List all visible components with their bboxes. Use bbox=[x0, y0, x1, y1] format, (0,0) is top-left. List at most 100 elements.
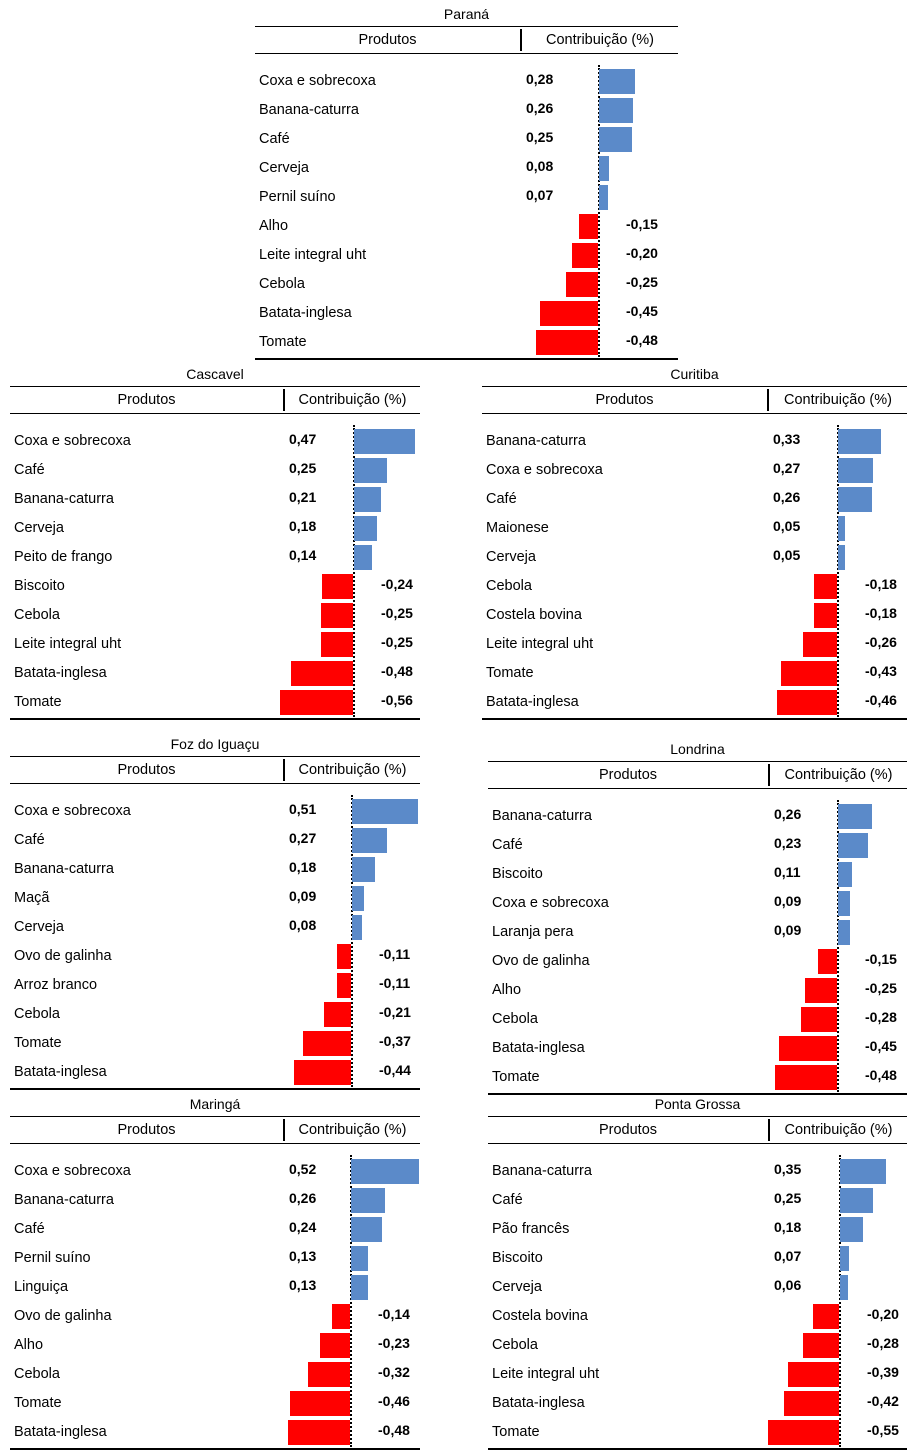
contribution-bar bbox=[813, 1304, 839, 1329]
table-header: Produtos Contribuição (%) bbox=[10, 1116, 420, 1144]
contribution-value: -0,21 bbox=[379, 1004, 411, 1020]
product-name: Cerveja bbox=[259, 160, 309, 176]
contribution-value: 0,23 bbox=[774, 835, 802, 851]
contribution-bar bbox=[599, 127, 632, 152]
contribution-value: -0,46 bbox=[865, 692, 897, 708]
product-name: Maçã bbox=[14, 890, 50, 906]
product-name: Leite integral uht bbox=[259, 247, 367, 263]
product-name: Batata-inglesa bbox=[492, 1395, 585, 1411]
table-row: Pão francês 0,18 bbox=[488, 1215, 907, 1244]
contribution-bar bbox=[802, 1333, 839, 1358]
contribution-bar bbox=[838, 862, 853, 887]
product-name: Batata-inglesa bbox=[14, 1424, 107, 1440]
table-row: Pernil suíno 0,13 bbox=[10, 1244, 420, 1273]
table-row: Café 0,25 bbox=[488, 1186, 907, 1215]
contribution-value: -0,48 bbox=[626, 332, 658, 348]
product-name: Banana-caturra bbox=[259, 102, 359, 118]
contribution-value: 0,27 bbox=[289, 830, 317, 846]
product-name: Café bbox=[492, 837, 523, 853]
contribution-value: -0,56 bbox=[381, 692, 413, 708]
product-name: Tomate bbox=[259, 334, 307, 350]
table-row: Banana-caturra 0,21 bbox=[10, 485, 420, 514]
table-row: Linguiça 0,13 bbox=[10, 1273, 420, 1302]
table-header: Produtos Contribuição (%) bbox=[488, 1116, 907, 1144]
contribution-value: -0,44 bbox=[379, 1062, 411, 1078]
product-name: Arroz branco bbox=[14, 977, 98, 993]
contribution-bar bbox=[308, 1362, 350, 1387]
contribution-bar bbox=[804, 978, 837, 1003]
product-name: Batata-inglesa bbox=[14, 1064, 107, 1080]
contribution-value: 0,13 bbox=[289, 1277, 317, 1293]
contribution-value: 0,26 bbox=[773, 489, 801, 505]
contribution-value: 0,18 bbox=[289, 859, 317, 875]
header-products: Produtos bbox=[595, 392, 654, 408]
product-name: Coxa e sobrecoxa bbox=[492, 895, 609, 911]
zero-axis-line bbox=[837, 425, 839, 717]
header-contribution: Contribuição (%) bbox=[784, 1122, 893, 1138]
header-contribution: Contribuição (%) bbox=[784, 392, 892, 408]
header-products: Produtos bbox=[117, 392, 176, 408]
contribution-bar bbox=[838, 458, 874, 483]
header-contribution: Contribuição (%) bbox=[298, 392, 407, 408]
table-bottom-border bbox=[488, 1093, 907, 1095]
contribution-value: 0,05 bbox=[773, 547, 801, 563]
panel-title: Curitiba bbox=[670, 366, 719, 382]
contribution-value: -0,42 bbox=[867, 1393, 899, 1409]
product-name: Cebola bbox=[492, 1337, 538, 1353]
contribution-value: -0,28 bbox=[865, 1009, 897, 1025]
panel-title: Londrina bbox=[670, 741, 725, 757]
table-row: Alho -0,15 bbox=[255, 212, 678, 241]
header-products: Produtos bbox=[117, 762, 176, 778]
panel-title: Paraná bbox=[443, 6, 490, 22]
table-row: Batata-inglesa -0,48 bbox=[10, 659, 420, 688]
table-row: Banana-caturra 0,33 bbox=[482, 427, 907, 456]
contribution-value: -0,25 bbox=[381, 605, 413, 621]
contribution-value: -0,55 bbox=[867, 1422, 899, 1438]
product-name: Banana-caturra bbox=[492, 1163, 592, 1179]
contribution-value: 0,07 bbox=[526, 187, 554, 203]
contribution-bar bbox=[599, 185, 609, 210]
header-divider bbox=[283, 759, 285, 781]
contribution-bar bbox=[352, 886, 364, 911]
contribution-value: 0,33 bbox=[773, 431, 801, 447]
contribution-bar bbox=[838, 804, 872, 829]
contribution-value: 0,25 bbox=[774, 1190, 802, 1206]
table-panel-cascavel: Cascavel Produtos Contribuição (%) Coxa e s… bbox=[10, 365, 420, 721]
contribution-bar bbox=[840, 1246, 850, 1271]
contribution-value: -0,15 bbox=[626, 216, 658, 232]
table-row: Batata-inglesa -0,46 bbox=[482, 688, 907, 717]
contribution-bar bbox=[354, 429, 416, 454]
product-name: Pão francês bbox=[492, 1221, 570, 1237]
contribution-value: 0,18 bbox=[774, 1219, 802, 1235]
contribution-value: -0,14 bbox=[378, 1306, 410, 1322]
table-row: Café 0,25 bbox=[10, 456, 420, 485]
zero-axis-line bbox=[351, 795, 353, 1087]
contribution-value: 0,13 bbox=[289, 1248, 317, 1264]
table-row: Cebola -0,28 bbox=[488, 1005, 907, 1034]
table-row: Leite integral uht -0,20 bbox=[255, 241, 678, 270]
table-row: Batata-inglesa -0,48 bbox=[10, 1418, 420, 1447]
product-name: Cebola bbox=[14, 1366, 60, 1382]
contribution-bar bbox=[784, 1391, 839, 1416]
product-name: Cebola bbox=[14, 607, 60, 623]
product-name: Tomate bbox=[492, 1424, 540, 1440]
header-products: Produtos bbox=[598, 1122, 658, 1138]
header-contribution: Contribuição (%) bbox=[298, 1122, 407, 1138]
table-bottom-border bbox=[10, 1448, 420, 1450]
table-row: Café 0,25 bbox=[255, 125, 678, 154]
contribution-bar bbox=[838, 920, 850, 945]
contribution-value: -0,37 bbox=[379, 1033, 411, 1049]
table-row: Ovo de galinha -0,15 bbox=[488, 947, 907, 976]
contribution-value: 0,05 bbox=[773, 518, 801, 534]
contribution-value: 0,18 bbox=[289, 518, 317, 534]
product-name: Coxa e sobrecoxa bbox=[14, 1163, 131, 1179]
product-name: Linguiça bbox=[14, 1279, 69, 1295]
table-row: Café 0,26 bbox=[482, 485, 907, 514]
contribution-bar bbox=[354, 516, 378, 541]
product-name: Coxa e sobrecoxa bbox=[14, 433, 131, 449]
contribution-bar bbox=[781, 661, 837, 686]
product-name: Cerveja bbox=[492, 1279, 542, 1295]
contribution-value: -0,18 bbox=[865, 605, 897, 621]
contribution-value: -0,45 bbox=[865, 1038, 897, 1054]
product-name: Ovo de galinha bbox=[14, 1308, 112, 1324]
